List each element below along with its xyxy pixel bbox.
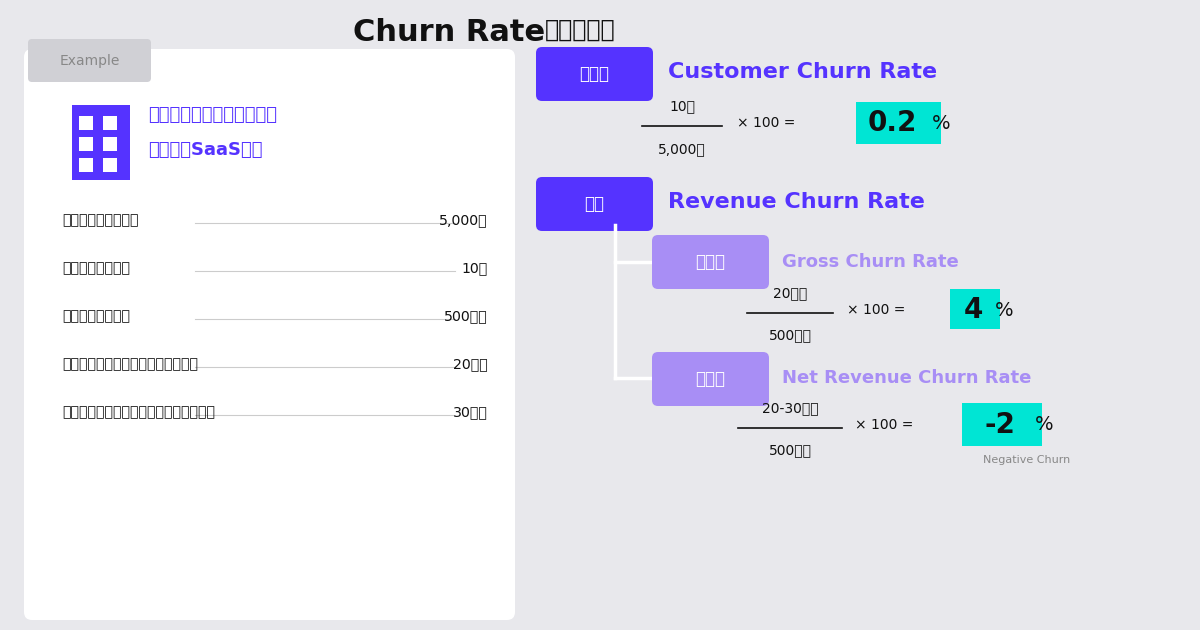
Text: （解約率）: （解約率） — [545, 18, 616, 42]
Text: 500万円: 500万円 — [768, 328, 811, 342]
FancyBboxPatch shape — [950, 289, 1000, 329]
Text: Churn Rate: Churn Rate — [353, 18, 545, 47]
FancyBboxPatch shape — [536, 47, 653, 101]
FancyBboxPatch shape — [103, 137, 118, 151]
Text: 20-30万円: 20-30万円 — [762, 401, 818, 415]
Text: ・前月の利用顧客数: ・前月の利用顧客数 — [62, 213, 138, 227]
Text: 4: 4 — [964, 296, 983, 324]
FancyBboxPatch shape — [652, 235, 769, 289]
Text: 5,000人: 5,000人 — [658, 142, 706, 156]
Text: -2: -2 — [984, 411, 1015, 439]
Text: %: % — [995, 301, 1014, 319]
Text: ・既存顧客のアップグレードによる増収: ・既存顧客のアップグレードによる増収 — [62, 405, 215, 419]
FancyBboxPatch shape — [103, 116, 118, 130]
Text: 10人: 10人 — [670, 99, 695, 113]
FancyBboxPatch shape — [79, 158, 94, 172]
Text: 30万円: 30万円 — [454, 405, 488, 419]
Text: 0.2: 0.2 — [868, 110, 917, 137]
FancyBboxPatch shape — [79, 116, 94, 130]
Text: × 100 =: × 100 = — [847, 303, 905, 317]
Text: %: % — [1036, 416, 1054, 435]
FancyBboxPatch shape — [962, 403, 1042, 446]
Text: ・解約やダウングレードによる損失: ・解約やダウングレードによる損失 — [62, 357, 198, 371]
Text: Gross Churn Rate: Gross Churn Rate — [782, 253, 959, 271]
FancyBboxPatch shape — [652, 352, 769, 406]
Text: Example: Example — [59, 54, 120, 67]
Text: 10人: 10人 — [462, 261, 488, 275]
Text: 20万円: 20万円 — [454, 357, 488, 371]
Text: Customer Churn Rate: Customer Churn Rate — [668, 62, 937, 82]
Text: 金額: 金額 — [584, 195, 605, 213]
Text: Negative Churn: Negative Churn — [983, 455, 1070, 465]
FancyBboxPatch shape — [72, 105, 130, 180]
Text: × 100 =: × 100 = — [737, 117, 796, 130]
Text: × 100 =: × 100 = — [856, 418, 913, 432]
Text: ・前月の経常収益: ・前月の経常収益 — [62, 309, 130, 323]
FancyBboxPatch shape — [536, 177, 653, 231]
FancyBboxPatch shape — [28, 39, 151, 82]
Text: クラウド型会計システムを: クラウド型会計システムを — [148, 106, 277, 124]
Text: 提供するSaaS企業: 提供するSaaS企業 — [148, 141, 263, 159]
Text: Net Revenue Churn Rate: Net Revenue Churn Rate — [782, 369, 1031, 387]
Text: ・今月の解約人数: ・今月の解約人数 — [62, 261, 130, 275]
Text: 500万円: 500万円 — [444, 309, 488, 323]
FancyBboxPatch shape — [856, 101, 941, 144]
Text: Revenue Churn Rate: Revenue Churn Rate — [668, 192, 925, 212]
Text: 5,000人: 5,000人 — [439, 213, 488, 227]
FancyBboxPatch shape — [103, 158, 118, 172]
Text: 顧客数: 顧客数 — [580, 65, 610, 83]
Text: 損失額: 損失額 — [696, 253, 726, 271]
Text: 増減額: 増減額 — [696, 370, 726, 388]
Text: 20万円: 20万円 — [773, 286, 808, 300]
Text: %: % — [932, 114, 950, 133]
FancyBboxPatch shape — [79, 137, 94, 151]
Text: 500万円: 500万円 — [768, 443, 811, 457]
FancyBboxPatch shape — [24, 49, 515, 620]
